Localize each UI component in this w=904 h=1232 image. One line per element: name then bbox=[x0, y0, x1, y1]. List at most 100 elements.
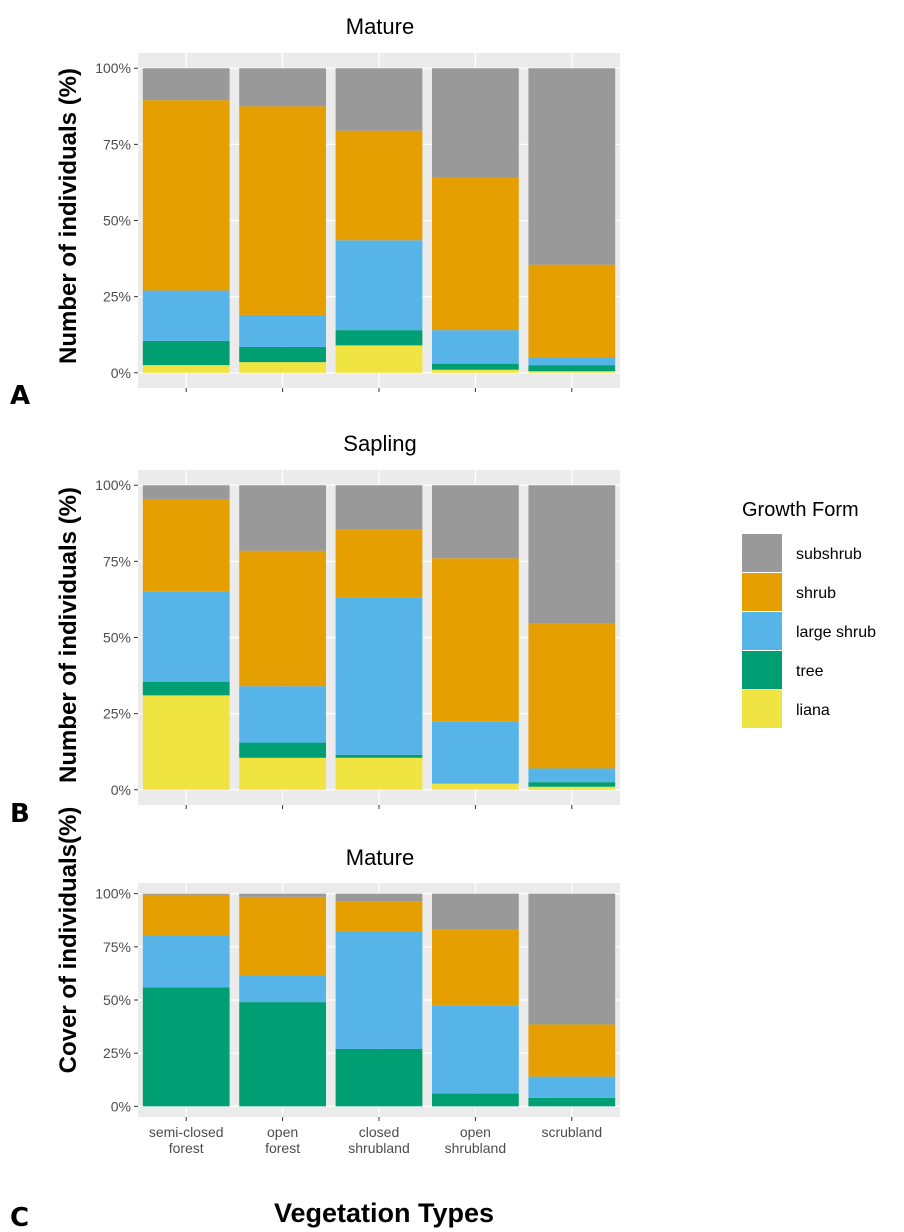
legend-label-subshrub: subshrub bbox=[796, 546, 862, 563]
bar-segment-large-shrub bbox=[239, 975, 326, 1003]
bar-segment-tree bbox=[528, 365, 616, 372]
legend-label-liana: liana bbox=[796, 702, 830, 719]
bar-segment-tree bbox=[528, 782, 616, 787]
y-tick-label: 100% bbox=[95, 477, 131, 493]
legend-key-subshrub bbox=[742, 534, 782, 572]
bar-segment-tree bbox=[239, 346, 326, 363]
bar-segment-large-shrub bbox=[432, 1005, 519, 1094]
y-tick-label: 100% bbox=[95, 886, 131, 902]
panel-letter-c: C bbox=[10, 1203, 29, 1232]
bar-segment-tree bbox=[335, 1048, 423, 1107]
bar-segment-shrub bbox=[432, 177, 519, 331]
bar-segment-shrub bbox=[142, 498, 230, 592]
legend: Growth Form subshrub shrub large shrub tree… bbox=[742, 499, 876, 728]
bar-segment-shrub bbox=[432, 929, 519, 1006]
bar-segment-shrub bbox=[142, 894, 230, 936]
bar-segment-tree bbox=[239, 1002, 326, 1107]
bar-segment-subshrub bbox=[239, 485, 326, 551]
bar-segment-liana bbox=[335, 345, 423, 373]
x-tick-label: open bbox=[267, 1124, 298, 1140]
legend-key-tree bbox=[742, 651, 782, 689]
panel-c-title: Mature bbox=[346, 845, 414, 870]
bar-segment-liana bbox=[142, 365, 230, 373]
y-tick-label: 75% bbox=[103, 939, 131, 955]
bar-segment-liana bbox=[239, 757, 326, 790]
bar-segment-shrub bbox=[239, 550, 326, 687]
bar-segment-tree bbox=[432, 363, 519, 370]
legend-key-large-shrub bbox=[742, 612, 782, 650]
x-tick-label: semi-closed bbox=[149, 1124, 224, 1140]
panel-letter-b: B bbox=[10, 799, 30, 829]
bar-segment-liana bbox=[335, 757, 423, 790]
y-tick-label: 50% bbox=[103, 992, 131, 1008]
y-tick-label: 75% bbox=[103, 136, 131, 152]
bar-segment-shrub bbox=[239, 896, 326, 976]
bar-segment-large-shrub bbox=[335, 931, 423, 1049]
bar-segment-tree bbox=[142, 987, 230, 1107]
y-tick-label: 0% bbox=[111, 1098, 131, 1114]
bar-segment-subshrub bbox=[142, 485, 230, 499]
bar-segment-shrub bbox=[335, 901, 423, 932]
y-tick-label: 25% bbox=[103, 289, 131, 305]
bar-segment-subshrub bbox=[239, 893, 326, 897]
bar-segment-liana bbox=[142, 695, 230, 790]
x-tick-label: scrubland bbox=[541, 1124, 602, 1140]
bar-segment-subshrub bbox=[142, 68, 230, 101]
legend-label-large-shrub: large shrub bbox=[796, 624, 876, 641]
bar-segment-shrub bbox=[528, 623, 616, 769]
bar-segment-tree bbox=[432, 1093, 519, 1107]
y-tick-label: 0% bbox=[111, 365, 131, 381]
bar-segment-shrub bbox=[528, 264, 616, 358]
bar-segment-tree bbox=[239, 742, 326, 758]
bar-segment-subshrub bbox=[239, 68, 326, 107]
panel-letter-a: A bbox=[10, 381, 30, 411]
bar-segment-tree bbox=[528, 1097, 616, 1107]
panel-c-y-axis-label: Cover of individuals(%) bbox=[55, 807, 82, 1074]
bar-segment-subshrub bbox=[335, 68, 423, 131]
bar-segment-large-shrub bbox=[335, 597, 423, 755]
bar-segment-large-shrub bbox=[335, 240, 423, 331]
bar-segment-subshrub bbox=[528, 68, 616, 265]
bar-segment-large-shrub bbox=[528, 768, 616, 783]
bar-segment-large-shrub bbox=[528, 1076, 616, 1098]
bar-segment-large-shrub bbox=[142, 591, 230, 682]
panel-b-title: Sapling bbox=[343, 431, 416, 456]
x-tick-label: forest bbox=[169, 1140, 204, 1156]
y-tick-label: 100% bbox=[95, 60, 131, 76]
bar-segment-tree bbox=[142, 681, 230, 696]
panel-a-title: Mature bbox=[346, 14, 414, 39]
bar-segment-tree bbox=[142, 340, 230, 366]
y-tick-label: 50% bbox=[103, 630, 131, 646]
bar-segment-shrub bbox=[432, 558, 519, 722]
x-tick-label: shrubland bbox=[348, 1140, 410, 1156]
bar-segment-shrub bbox=[335, 529, 423, 598]
bar-segment-large-shrub bbox=[142, 935, 230, 988]
bar-segment-large-shrub bbox=[239, 314, 326, 347]
bar-segment-large-shrub bbox=[239, 686, 326, 743]
bar-segment-large-shrub bbox=[432, 721, 519, 784]
panel-a-y-axis-label: Number of individuals (%) bbox=[55, 68, 82, 364]
y-tick-label: 0% bbox=[111, 782, 131, 798]
bar-segment-subshrub bbox=[142, 893, 230, 895]
bar-segment-liana bbox=[432, 369, 519, 373]
panel-b-y-axis-label: Number of individuals (%) bbox=[55, 487, 82, 783]
bar-segment-shrub bbox=[528, 1024, 616, 1077]
bar-segment-subshrub bbox=[432, 893, 519, 930]
bar-segment-shrub bbox=[142, 100, 230, 291]
bar-segment-subshrub bbox=[432, 485, 519, 559]
legend-key-shrub bbox=[742, 573, 782, 611]
bar-segment-large-shrub bbox=[528, 357, 616, 366]
bar-segment-tree bbox=[335, 330, 423, 346]
legend-label-tree: tree bbox=[796, 663, 824, 680]
panel-b-plot: 0% 25% 50% 75% 100% bbox=[95, 470, 620, 809]
y-tick-label: 25% bbox=[103, 706, 131, 722]
bar-segment-liana bbox=[239, 362, 326, 373]
x-tick-label: shrubland bbox=[445, 1140, 507, 1156]
legend-title: Growth Form bbox=[742, 499, 859, 521]
x-tick-label: forest bbox=[265, 1140, 300, 1156]
bar-segment-subshrub bbox=[528, 893, 616, 1025]
bar-segment-subshrub bbox=[432, 68, 519, 178]
panel-a-plot: 0% 25% 50% 75% 100% bbox=[95, 53, 620, 392]
y-tick-label: 75% bbox=[103, 553, 131, 569]
